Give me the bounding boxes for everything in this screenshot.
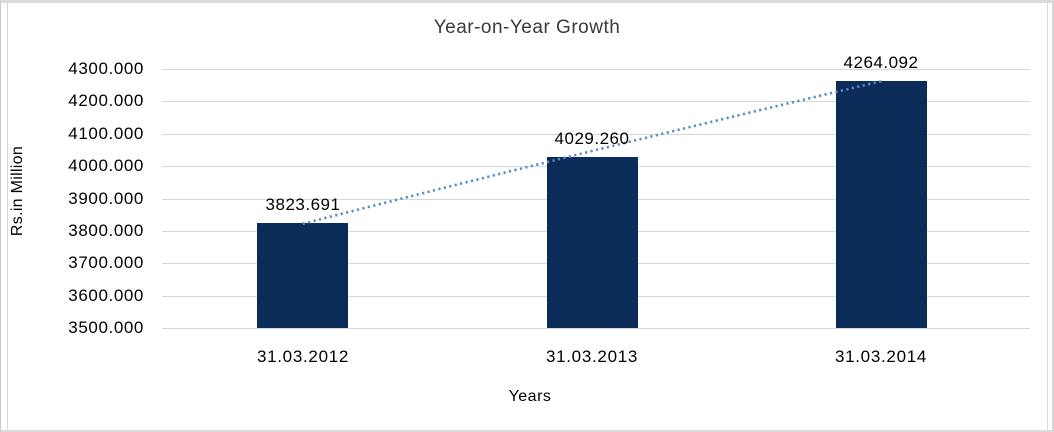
y-tick-label: 4100.000 xyxy=(68,123,144,143)
bar xyxy=(257,223,348,328)
x-category-label: 31.03.2014 xyxy=(834,347,928,366)
y-tick-label: 3500.000 xyxy=(68,318,144,337)
x-category-label: 31.03.2013 xyxy=(545,347,639,366)
y-tick-label: 3900.000 xyxy=(68,188,144,208)
y-tick-label: 3600.000 xyxy=(68,285,144,305)
bar-data-label: 4029.260 xyxy=(554,129,630,148)
bar-data-label: 4264.092 xyxy=(843,53,919,72)
gridline xyxy=(162,328,1030,329)
y-tick-label: 4000.000 xyxy=(68,156,144,176)
bar xyxy=(836,81,927,328)
y-tick-label: 3700.000 xyxy=(68,253,144,273)
bar-data-label: 3823.691 xyxy=(265,195,341,214)
x-category-label: 31.03.2012 xyxy=(256,347,350,366)
y-tick-label: 4300.000 xyxy=(68,59,144,78)
gridline xyxy=(162,69,1030,70)
x-axis-title: Years xyxy=(508,388,552,405)
chart-title: Year-on-Year Growth xyxy=(433,17,621,38)
y-tick-label: 3800.000 xyxy=(68,220,144,240)
y-axis-title: Rs.in Million xyxy=(9,145,26,237)
y-tick-label: 4200.000 xyxy=(68,91,144,111)
bar xyxy=(547,157,638,328)
